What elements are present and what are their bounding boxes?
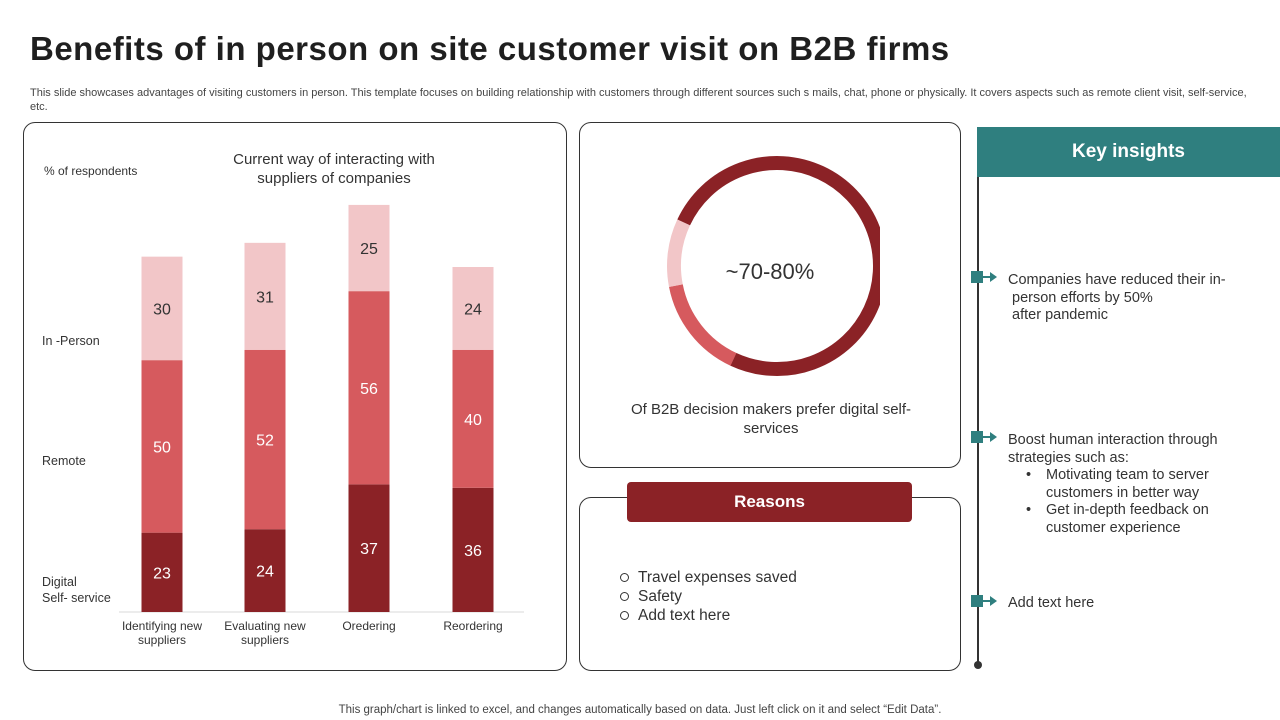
reason-item: Safety — [620, 587, 797, 606]
insight-item-3: Add text here — [1008, 595, 1095, 611]
page-subtitle: This slide showcases advantages of visit… — [30, 87, 1247, 113]
x-tick-label: Identifying new — [122, 619, 202, 633]
reasons-list: Travel expenses saved Safety Add text he… — [620, 568, 797, 625]
arrow-marker-icon — [971, 431, 997, 443]
series-label-digital-line-2: Self- service — [42, 591, 111, 605]
bar-segment[interactable] — [141, 360, 183, 533]
data-label: 23 — [153, 565, 171, 582]
x-tick-label-line-2: suppliers — [138, 633, 186, 647]
donut-chart[interactable] — [660, 151, 880, 381]
circle-bullet-icon — [620, 592, 629, 601]
chart-panel: Current way of interacting with suppliers… — [23, 122, 567, 671]
reasons-panel: Travel expenses saved Safety Add text he… — [579, 497, 961, 671]
data-label: 40 — [464, 412, 482, 429]
timeline-line — [977, 177, 979, 665]
insight-item-1: Companies have reduced their in- person … — [1008, 272, 1226, 323]
bar-segment[interactable] — [452, 349, 494, 488]
bar-segment[interactable] — [141, 256, 183, 361]
key-insights-header: Key insights — [977, 127, 1280, 177]
series-label-in-person: In -Person — [42, 334, 100, 348]
bar-segment[interactable] — [348, 484, 390, 612]
circle-bullet-icon — [620, 611, 629, 620]
bar-segment[interactable] — [141, 532, 183, 612]
bar-segment[interactable] — [244, 349, 286, 530]
reasons-header: Reasons — [627, 482, 912, 522]
data-label: 25 — [360, 241, 378, 258]
insight-item-2: Boost human interaction through strategi… — [1008, 432, 1258, 537]
bar-segment[interactable] — [452, 267, 494, 350]
series-label-remote: Remote — [42, 454, 86, 468]
bar-segment[interactable] — [244, 242, 286, 350]
page-title: Benefits of in person on site customer v… — [30, 30, 950, 67]
reason-item: Travel expenses saved — [620, 568, 797, 587]
donut-segment[interactable] — [660, 151, 880, 381]
data-label: 24 — [256, 564, 274, 581]
footer-note: This graph/chart is linked to excel, and… — [338, 704, 942, 716]
stacked-bar-chart[interactable]: Current way of interacting with suppliers… — [24, 123, 568, 672]
donut-caption: Of B2B decision makers prefer digital se… — [630, 401, 912, 437]
data-label: 56 — [360, 381, 378, 398]
data-label: 50 — [153, 439, 171, 456]
donut-panel: ~70-80% Of B2B decision makers prefer di… — [579, 122, 961, 468]
x-tick-label: Oredering — [342, 619, 395, 633]
donut-value: ~70-80% — [725, 259, 815, 284]
bar-segment[interactable] — [348, 291, 390, 485]
reason-item: Add text here — [620, 606, 797, 625]
series-label-digital: Digital — [42, 575, 77, 589]
circle-bullet-icon — [620, 573, 629, 582]
y-axis-label: % of respondents — [44, 164, 137, 178]
data-label: 31 — [256, 289, 274, 306]
timeline-end-dot — [974, 661, 982, 669]
insight-bullet: Get in-depth feedback on customer experi… — [1026, 502, 1258, 537]
bar-segment[interactable] — [244, 529, 286, 612]
chart-title-line-2: suppliers of companies — [257, 170, 410, 187]
x-tick-label: Evaluating new — [224, 619, 306, 633]
insight-bullets: Motivating team to server customers in b… — [1026, 467, 1258, 537]
x-tick-label: Reordering — [443, 619, 502, 633]
arrow-marker-icon — [971, 595, 997, 607]
bar-segment[interactable] — [348, 204, 390, 292]
data-label: 30 — [153, 301, 171, 318]
data-label: 36 — [464, 543, 482, 560]
chart-title: Current way of interacting with — [233, 151, 435, 168]
data-label: 37 — [360, 541, 378, 558]
data-label: 24 — [464, 301, 482, 318]
insight-bullet: Motivating team to server customers in b… — [1026, 467, 1258, 502]
data-label: 52 — [256, 433, 274, 450]
bar-segment[interactable] — [452, 487, 494, 612]
x-tick-label-line-2: suppliers — [241, 633, 289, 647]
arrow-marker-icon — [971, 271, 997, 283]
